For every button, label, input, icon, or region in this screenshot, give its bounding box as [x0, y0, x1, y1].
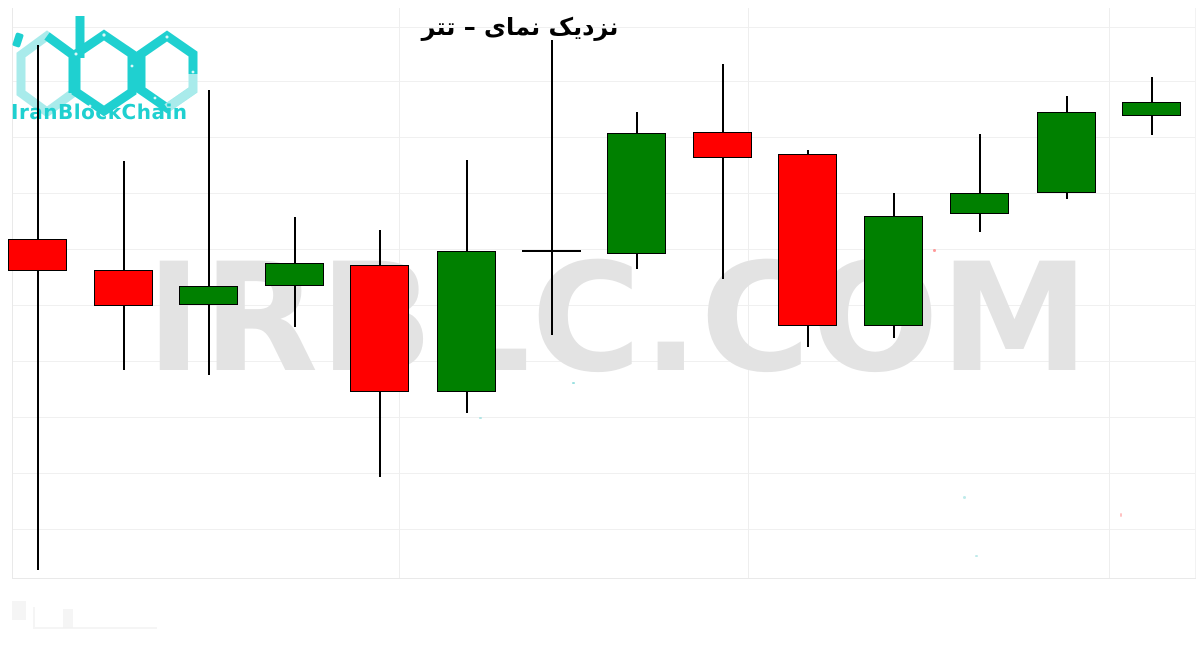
- faded-axis-remnant: [33, 607, 35, 629]
- candle-body: [950, 193, 1009, 214]
- logo-wordmark: IranBlockChain: [11, 100, 188, 124]
- stray-pixel-speck: [963, 496, 966, 499]
- h-gridline: [12, 417, 1196, 418]
- candle-wick: [1151, 77, 1153, 135]
- chart-title: نزدیک نمای – تتر: [421, 13, 619, 41]
- candle-wick: [123, 161, 125, 370]
- watermark-text: IRBLC.COM: [146, 232, 1091, 406]
- stray-pixel-speck: [479, 417, 482, 419]
- h-gridline: [12, 529, 1196, 530]
- iranblockchain-logo: IranBlockChain: [5, 6, 205, 130]
- candle-body: [8, 239, 67, 271]
- candle-wick: [979, 134, 981, 232]
- h-gridline: [12, 137, 1196, 138]
- candle-body: [693, 132, 752, 158]
- candle-body: [94, 270, 153, 306]
- faded-axis-remnant: [12, 601, 26, 620]
- h-gridline: [12, 473, 1196, 474]
- plot-bottom-border: [12, 578, 1196, 579]
- logo-hexagon-left-accent: [44, 32, 78, 93]
- plot-right-border: [1195, 8, 1196, 578]
- logo-constellation-dots: [45, 33, 195, 108]
- logo-i-dot: [12, 32, 24, 48]
- v-gridline: [1109, 8, 1110, 578]
- h-gridline: [12, 193, 1196, 194]
- candle-body: [1037, 112, 1096, 193]
- faded-axis-remnant: [35, 627, 157, 629]
- logo-hexagons-icon: [12, 16, 198, 118]
- stray-pixel-speck: [1120, 513, 1122, 517]
- logo-hexagon-right-accent: [164, 74, 198, 112]
- candle-body: [1122, 102, 1181, 116]
- stray-pixel-speck: [975, 555, 978, 557]
- candle-wick: [1066, 96, 1068, 199]
- faded-axis-remnant: [63, 609, 73, 628]
